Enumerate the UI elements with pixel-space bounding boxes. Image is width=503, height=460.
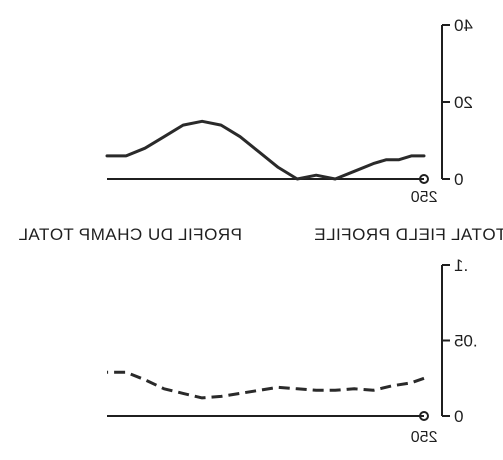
y-tick-label: .05 bbox=[454, 332, 478, 351]
bottom-profile-chart: 250 0 .05 .1 bbox=[107, 256, 478, 446]
solid-profile-line bbox=[105, 119, 426, 181]
y-tick-label: 0 bbox=[454, 170, 463, 189]
x-axis-end-marker bbox=[419, 411, 429, 421]
x-axis-end-marker bbox=[419, 174, 429, 184]
x-axis-end-label: 250 bbox=[411, 189, 438, 206]
bilingual-caption: TOTAL FIELD PROFILE PROFIL DU CHAMP TOTA… bbox=[18, 225, 503, 244]
y-tick-label: 20 bbox=[454, 93, 473, 112]
y-tick-label: 40 bbox=[454, 16, 473, 35]
total-field-profile-chart: 250 0 20 40 bbox=[105, 16, 473, 206]
x-axis-end-label: 250 bbox=[411, 429, 438, 446]
caption-english: TOTAL FIELD PROFILE bbox=[314, 225, 503, 244]
caption-french: PROFIL DU CHAMP TOTAL bbox=[18, 225, 242, 244]
y-tick-label: .1 bbox=[454, 256, 468, 275]
dashed-profile-line bbox=[107, 370, 425, 400]
y-tick-label: 0 bbox=[454, 407, 463, 426]
